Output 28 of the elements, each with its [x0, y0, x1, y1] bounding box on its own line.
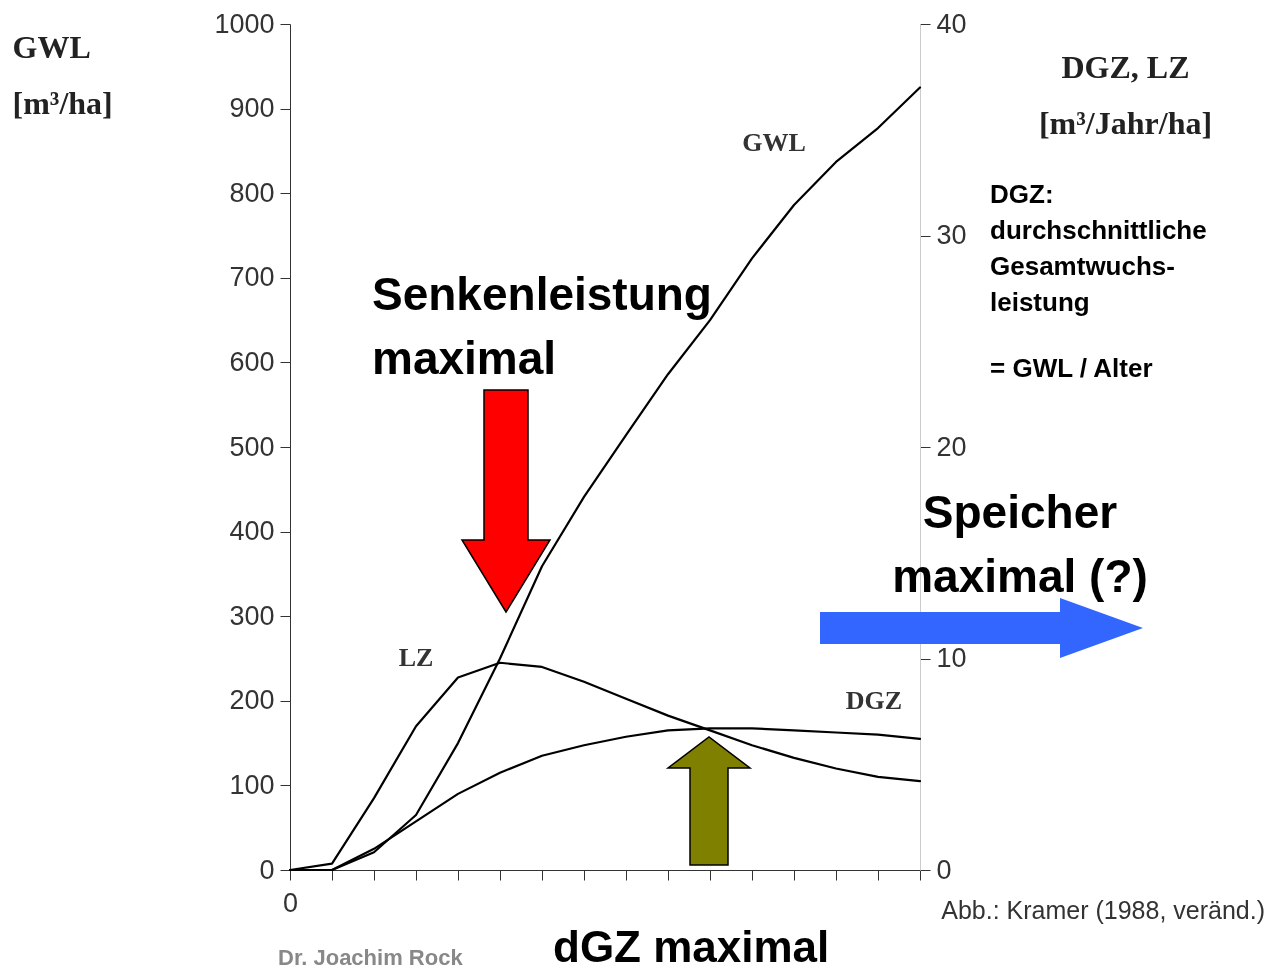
- y-tick-label: 200: [229, 685, 275, 716]
- y-tick-label: 100: [229, 769, 275, 800]
- text: Abb.: Kramer (1988, veränd.): [940, 895, 1265, 926]
- text: Dr. Joachim Rock: [278, 944, 464, 972]
- text: = GWL / Alter: [990, 352, 1154, 385]
- y2-tick-label: 30: [936, 220, 967, 250]
- text: dGZ maximal: [553, 922, 830, 971]
- y-axis-title: GWL [m³/ha]: [12, 28, 113, 121]
- series-label: DGZ: [845, 685, 903, 715]
- y-tick-label: 300: [229, 600, 275, 631]
- y-tick-label: 1000: [214, 8, 275, 39]
- annotation: Speicher maximal (?): [891, 485, 1149, 604]
- series-label: LZ: [398, 643, 434, 673]
- y-tick-label: 400: [229, 516, 275, 547]
- y-tick-label: 700: [229, 262, 275, 293]
- series-label: GWL: [742, 128, 806, 158]
- annotation: Senkenleistung maximal: [372, 267, 713, 386]
- y2-tick-label: 0: [936, 854, 952, 885]
- y-tick-label: 0: [259, 854, 275, 885]
- y-tick-label: 800: [229, 177, 275, 208]
- y-tick-label: 900: [229, 93, 275, 124]
- text: DGZ: durchschnittliche Gesamtwuchs-leistung: [990, 178, 1208, 319]
- y2-tick-label: 40: [936, 8, 967, 39]
- y2-tick-label: 10: [936, 643, 967, 673]
- y-tick-label: 600: [229, 346, 275, 377]
- y2-tick-label: 20: [936, 431, 967, 462]
- y2-axis-title: DGZ, LZ [m³/Jahr/ha]: [1038, 48, 1213, 141]
- y-tick-label: 500: [229, 431, 275, 462]
